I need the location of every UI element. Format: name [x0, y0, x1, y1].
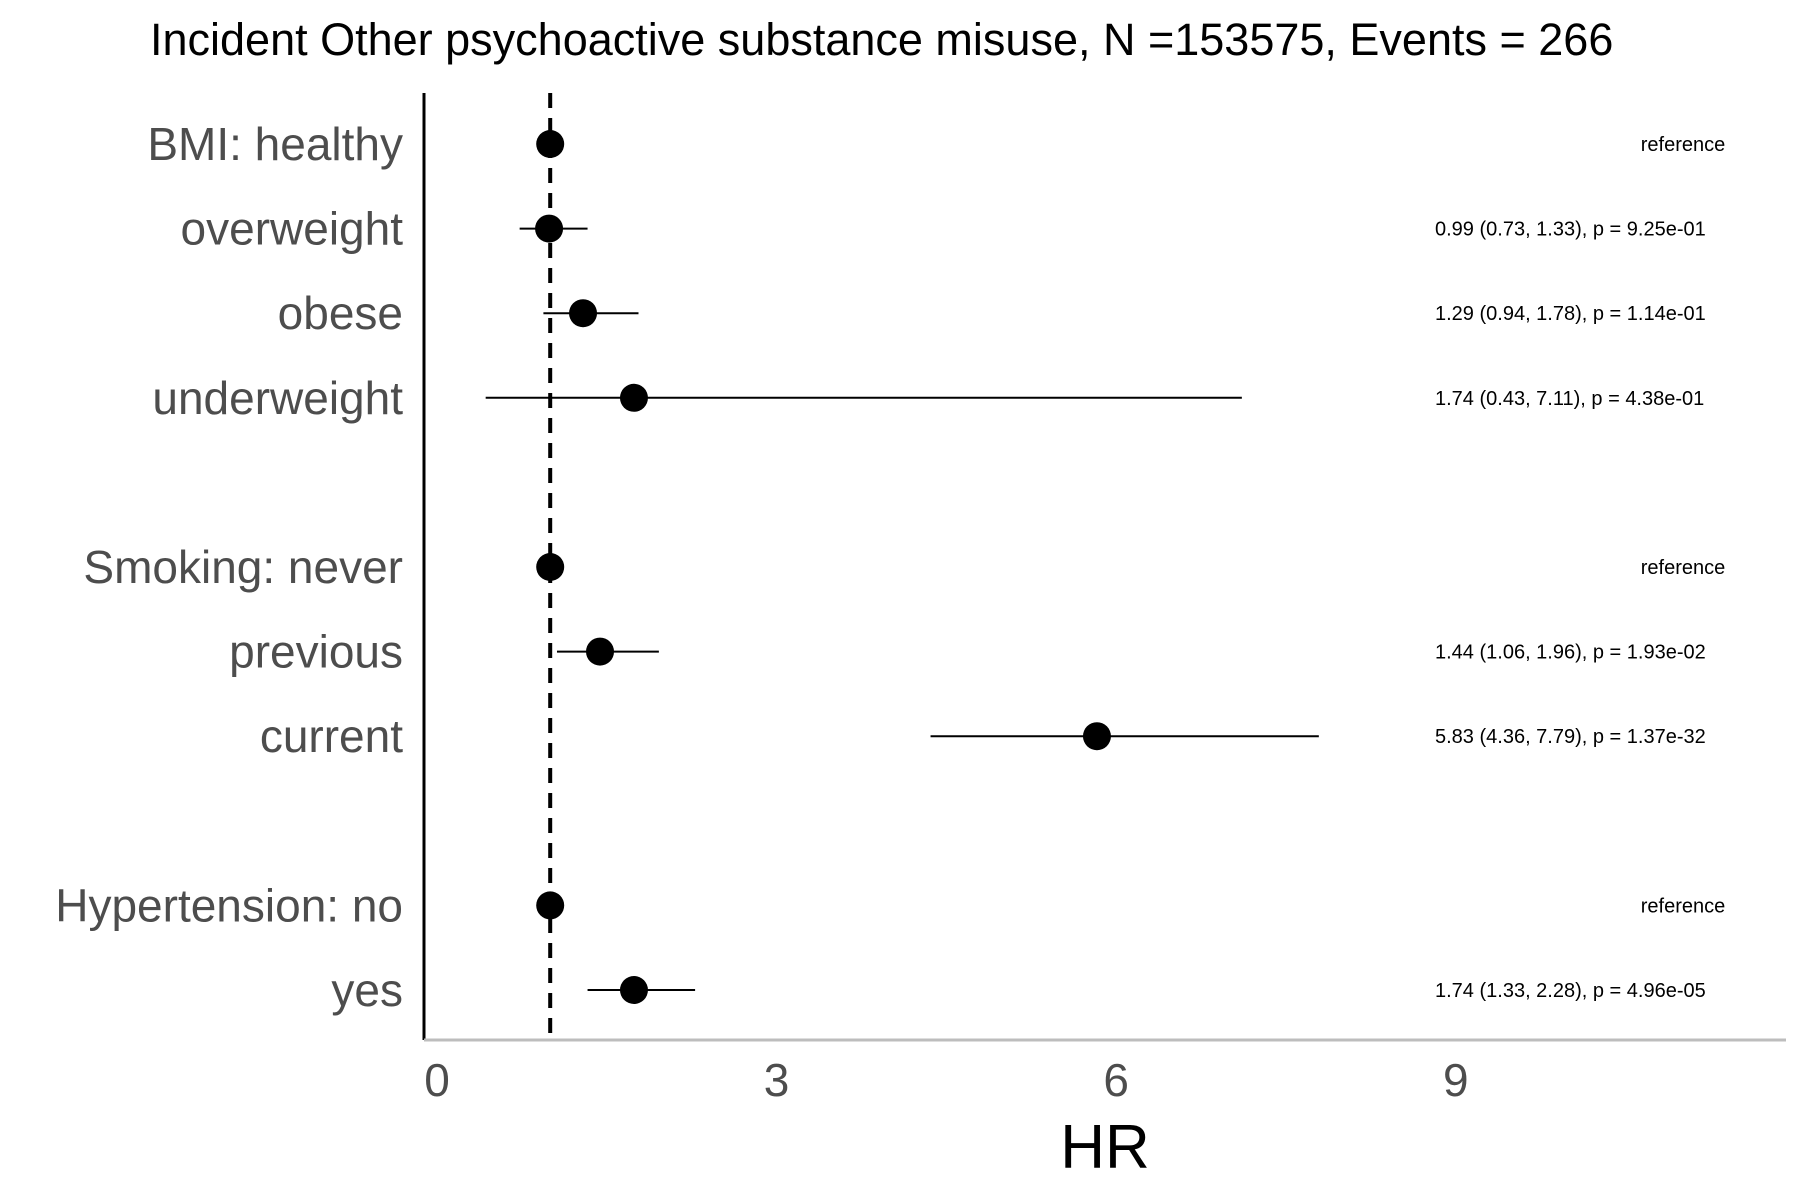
x-tick-label: 0: [424, 1054, 450, 1106]
row-label: BMI: healthy: [147, 118, 403, 170]
row-annotation: 0.99 (0.73, 1.33), p = 9.25e-01: [1435, 219, 1706, 241]
hr-point: [536, 130, 565, 158]
row-label: overweight: [181, 203, 404, 255]
row-annotation: reference: [1641, 895, 1726, 917]
chart-title: Incident Other psychoactive substance mi…: [150, 14, 1614, 65]
row-annotation: 5.83 (4.36, 7.79), p = 1.37e-32: [1435, 726, 1706, 748]
hr-point: [536, 553, 565, 581]
row-annotation: reference: [1641, 134, 1726, 156]
x-tick-label: 6: [1103, 1054, 1129, 1106]
row-label: previous: [229, 626, 403, 678]
row-annotation: 1.74 (0.43, 7.11), p = 4.38e-01: [1435, 388, 1704, 410]
hr-point: [1082, 722, 1111, 751]
row-label: obese: [278, 287, 403, 339]
hr-point: [619, 383, 648, 412]
row-label: Smoking: never: [83, 541, 403, 593]
x-tick-label: 3: [764, 1054, 790, 1106]
row-annotation: 1.29 (0.94, 1.78), p = 1.14e-01: [1435, 303, 1706, 325]
hr-point: [569, 299, 598, 328]
row-label: current: [260, 710, 403, 762]
row-label: Hypertension: no: [55, 879, 403, 931]
hr-point: [535, 214, 564, 243]
row-annotation: reference: [1641, 557, 1726, 579]
x-axis-title: HR: [1060, 1113, 1150, 1182]
hr-point: [619, 976, 648, 1004]
hr-point: [586, 637, 615, 666]
row-label: underweight: [152, 372, 403, 424]
x-tick-label: 9: [1443, 1054, 1469, 1106]
row-label: yes: [331, 964, 403, 1016]
hr-point: [536, 891, 565, 920]
row-annotation: 1.74 (1.33, 2.28), p = 4.96e-05: [1435, 980, 1706, 1002]
row-annotation: 1.44 (1.06, 1.96), p = 1.93e-02: [1435, 642, 1706, 664]
